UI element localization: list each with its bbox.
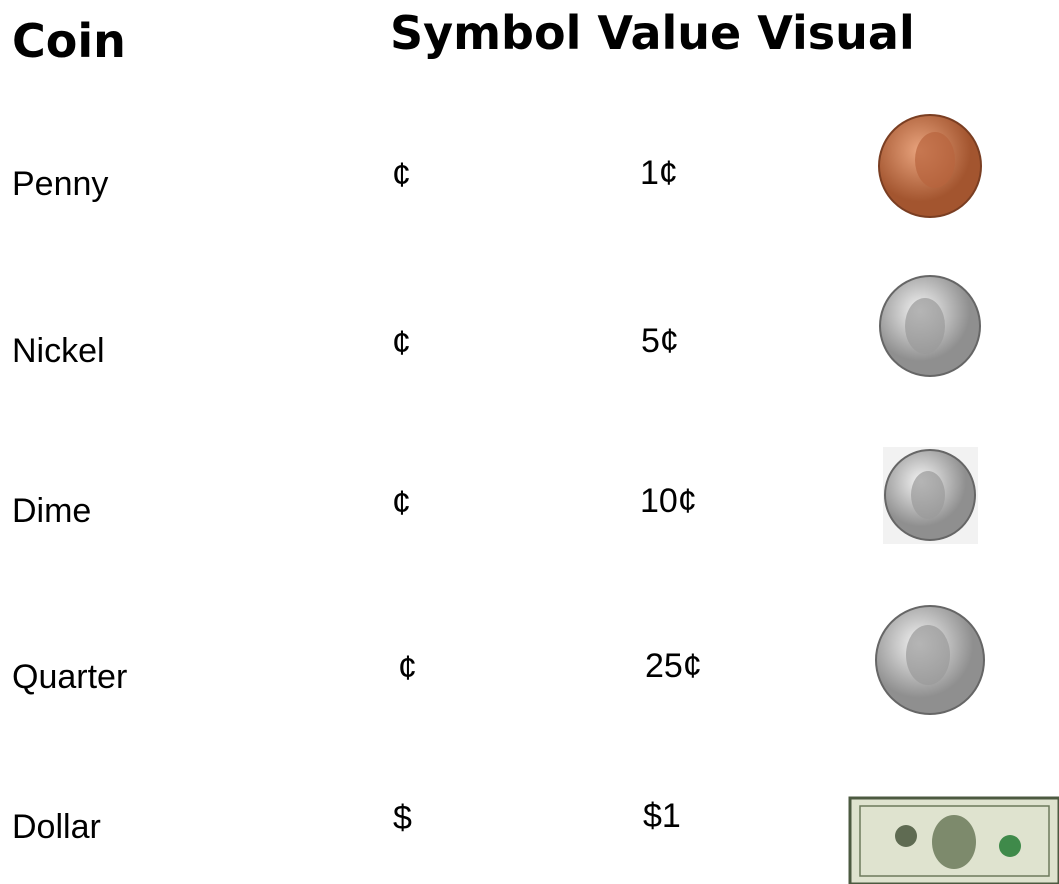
coin-name: Dime <box>12 494 91 528</box>
coin-symbol: $ <box>393 801 412 835</box>
coin-name: Dollar <box>12 810 101 844</box>
coin-symbol: ¢ <box>398 651 417 685</box>
page: Coin Symbol Value Visual <box>0 0 1059 884</box>
quarter-image <box>876 606 984 714</box>
coin-name: Quarter <box>12 660 127 694</box>
coin-value: 10¢ <box>640 484 697 518</box>
coin-symbol: ¢ <box>392 326 411 360</box>
coin-name: Penny <box>12 167 108 201</box>
coin-symbol: ¢ <box>392 158 411 192</box>
dime-image <box>883 447 978 544</box>
coin-value: 1¢ <box>640 156 678 190</box>
coin-symbol: ¢ <box>392 486 411 520</box>
nickel-image <box>880 276 980 376</box>
dollar-image <box>850 798 1059 884</box>
coin-value: $1 <box>643 799 681 833</box>
visuals <box>0 0 1059 884</box>
coin-value: 25¢ <box>645 649 702 683</box>
coin-value: 5¢ <box>641 324 679 358</box>
coin-name: Nickel <box>12 334 105 368</box>
penny-image <box>879 115 981 217</box>
